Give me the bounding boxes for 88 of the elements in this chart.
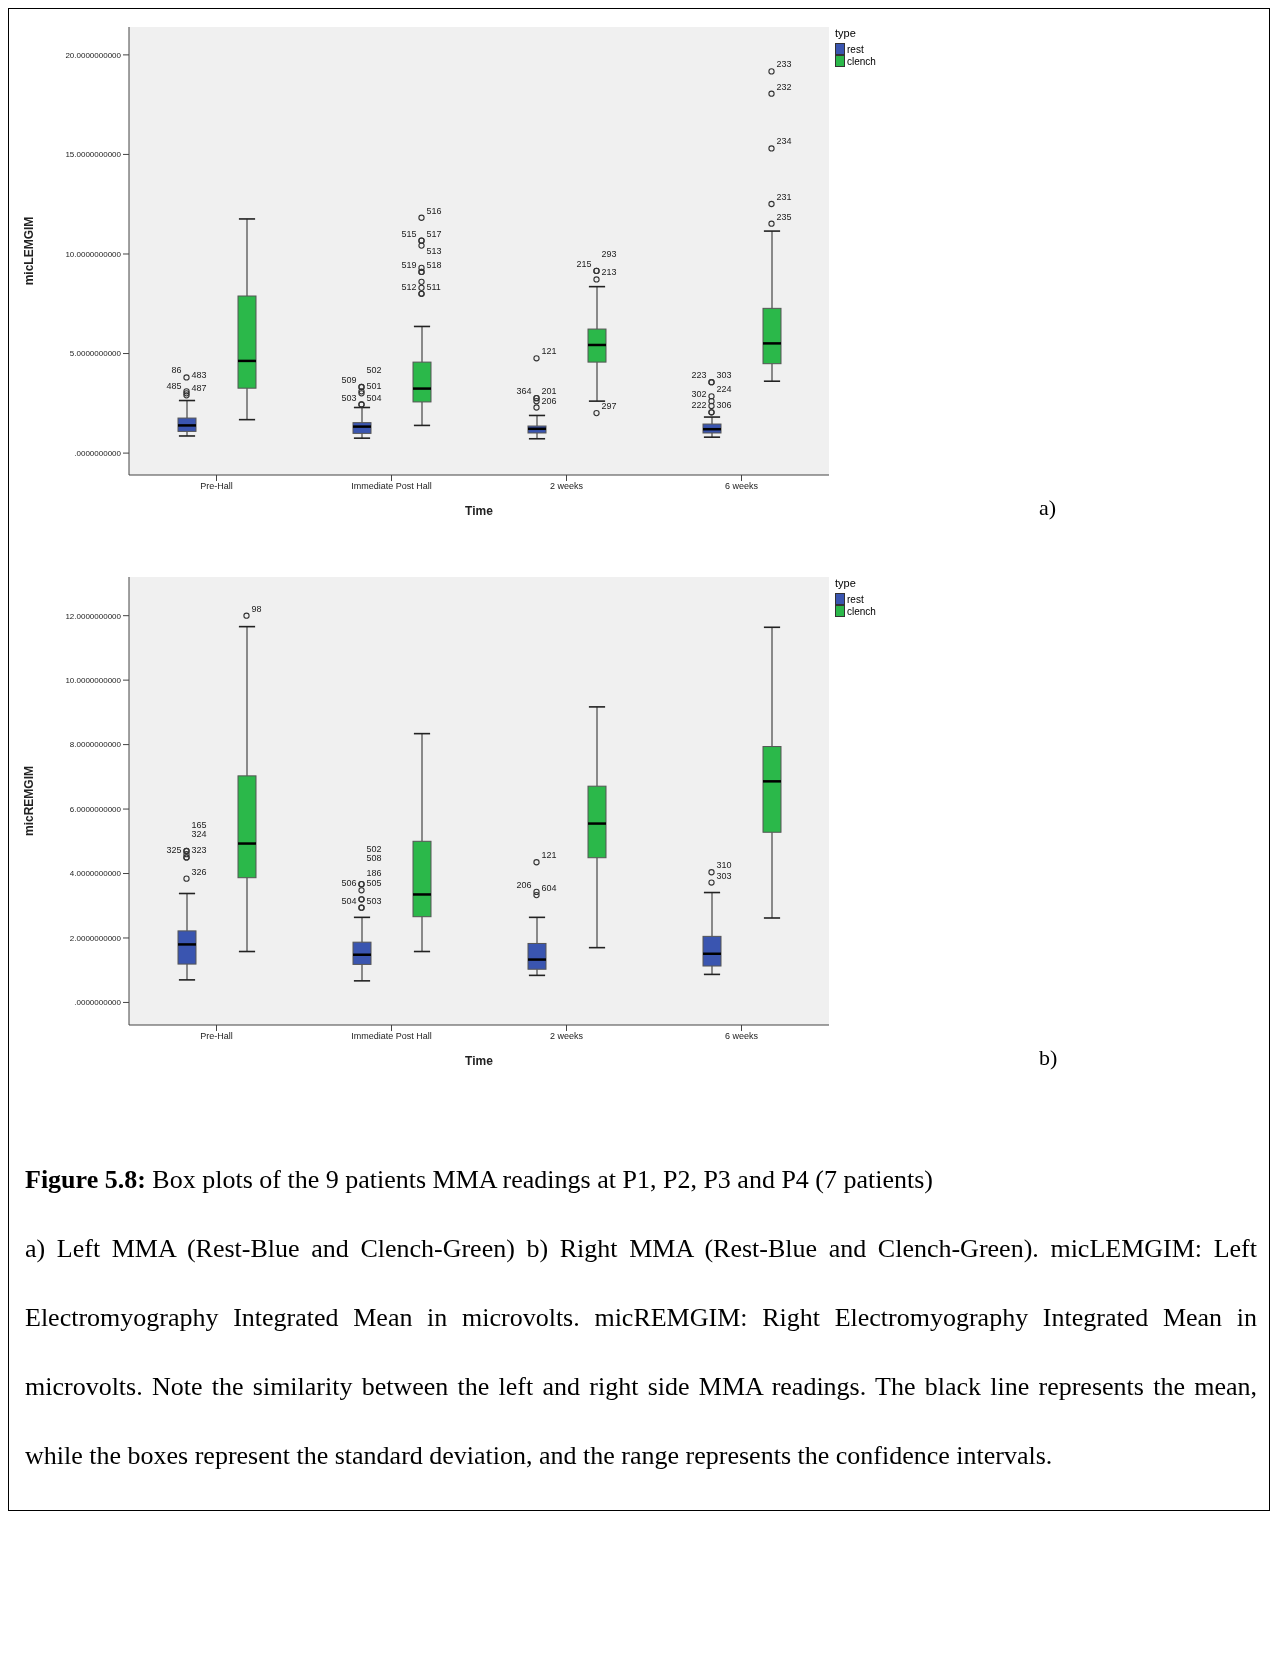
x-tick-label: Pre-Hall xyxy=(200,481,233,492)
y-tick-label: 20.0000000000 xyxy=(65,50,122,60)
annotation: 485 xyxy=(166,381,182,392)
legend-label: clench xyxy=(847,605,876,617)
annotation: 303 xyxy=(716,870,732,881)
y-tick-label: 4.0000000000 xyxy=(69,869,122,879)
legend-label: rest xyxy=(847,43,864,55)
y-axis-title: micREMGIM xyxy=(22,765,37,837)
annotation: 86 xyxy=(171,365,182,376)
annotation: 302 xyxy=(691,389,707,400)
legend-title: type xyxy=(835,577,857,589)
y-tick-label: 10.0000000000 xyxy=(65,249,122,259)
annotation: 325 xyxy=(166,845,182,856)
annotation: 502 xyxy=(366,843,382,854)
annotation: 293 xyxy=(601,249,617,260)
y-tick-label: 15.0000000000 xyxy=(65,150,122,160)
annotation: 235 xyxy=(776,211,792,222)
y-tick-label: .0000000000 xyxy=(74,998,122,1008)
annotation: 310 xyxy=(716,860,732,871)
y-tick-label: 12.0000000000 xyxy=(65,611,122,621)
annotation: 513 xyxy=(426,246,442,257)
x-tick-label: 6 weeks xyxy=(724,1031,759,1042)
annotation: 121 xyxy=(541,850,557,861)
annotation: 506 xyxy=(341,878,357,889)
annotation: 223 xyxy=(691,370,707,381)
y-tick-label: 8.0000000000 xyxy=(69,740,122,750)
annotation: 303 xyxy=(716,370,732,381)
annotation: 201 xyxy=(541,386,557,397)
annotation: 186 xyxy=(366,868,382,879)
annotation: 206 xyxy=(541,395,557,406)
annotation: 519 xyxy=(401,259,417,270)
annotation: 98 xyxy=(251,603,262,614)
annotation: 213 xyxy=(601,267,617,278)
caption: Figure 5.8: Box plots of the 9 patients MMA readings at P1, P2, P3 and P4 (7 patients) xyxy=(25,1164,935,1196)
annotation: 121 xyxy=(541,346,557,357)
annotation: 502 xyxy=(366,365,382,376)
annotation: 511 xyxy=(426,281,441,292)
y-axis-title: micLEMGIM xyxy=(22,216,37,286)
annotation: 503 xyxy=(366,895,382,906)
x-axis-title: Time xyxy=(465,1054,494,1068)
annotation: 297 xyxy=(601,401,617,412)
annotation: 215 xyxy=(576,258,592,269)
y-tick-label: .0000000000 xyxy=(74,448,122,458)
annotation: 509 xyxy=(341,374,357,385)
annotation: 224 xyxy=(716,384,732,395)
annotation: 501 xyxy=(366,381,382,392)
annotation: 232 xyxy=(776,81,792,92)
annotation: 234 xyxy=(776,136,792,147)
legend-label: clench xyxy=(847,55,876,67)
x-tick-label: 2 weeks xyxy=(549,1031,584,1042)
text: a) xyxy=(1039,495,1057,521)
annotation: 505 xyxy=(366,877,382,888)
annotation: 324 xyxy=(191,829,207,840)
legend-title: type xyxy=(835,27,857,39)
annotation: 233 xyxy=(776,59,792,70)
y-tick-label: 2.0000000000 xyxy=(69,933,122,943)
x-tick-label: Pre-Hall xyxy=(200,1031,233,1042)
annotation: 515 xyxy=(401,228,417,239)
annotation: 364 xyxy=(516,386,532,397)
annotation: 306 xyxy=(716,400,732,411)
legend-label: rest xyxy=(847,593,864,605)
y-tick-label: 6.0000000000 xyxy=(69,804,122,814)
annotation: 487 xyxy=(191,383,207,394)
annotation: 504 xyxy=(366,392,382,403)
annotation: 504 xyxy=(341,895,357,906)
y-tick-label: 10.0000000000 xyxy=(65,675,122,685)
annotation: 323 xyxy=(191,845,207,856)
annotation: 508 xyxy=(366,853,382,864)
annotation: 231 xyxy=(776,192,792,203)
annotation: 512 xyxy=(401,281,417,292)
annotation: 503 xyxy=(341,392,357,403)
annotation: 206 xyxy=(516,879,532,890)
annotation: 326 xyxy=(191,866,207,877)
x-tick-label: Immediate Post Hall xyxy=(351,1031,432,1042)
text: a) Left MMA (Rest-Blue and Clench-Green) b) Right MMA (Rest-Blue and Clench-Green). micLEMGIM: Left Electromyography Integrated Mean in microvolts. micREMGIM: Right Electromyography Integrated Mean in microvolts. Note the similarity between the left and right side MMA readings. The black line represents the mean, while the boxes represent the standard deviation, and the range represents the confidence intervals. xyxy=(25,1234,1257,1470)
annotation: 516 xyxy=(426,205,442,216)
x-tick-label: 6 weeks xyxy=(724,481,759,492)
x-tick-label: 2 weeks xyxy=(549,481,584,492)
x-axis-title: Time xyxy=(465,504,494,518)
text: b) xyxy=(1039,1045,1058,1071)
x-tick-label: Immediate Post Hall xyxy=(351,481,432,492)
y-tick-label: 5.0000000000 xyxy=(69,349,122,359)
annotation: 165 xyxy=(191,819,207,830)
annotation: 604 xyxy=(541,883,557,894)
annotation: 222 xyxy=(691,400,707,411)
annotation: 483 xyxy=(191,369,207,380)
annotation: 517 xyxy=(426,228,442,239)
annotation: 518 xyxy=(426,259,442,270)
